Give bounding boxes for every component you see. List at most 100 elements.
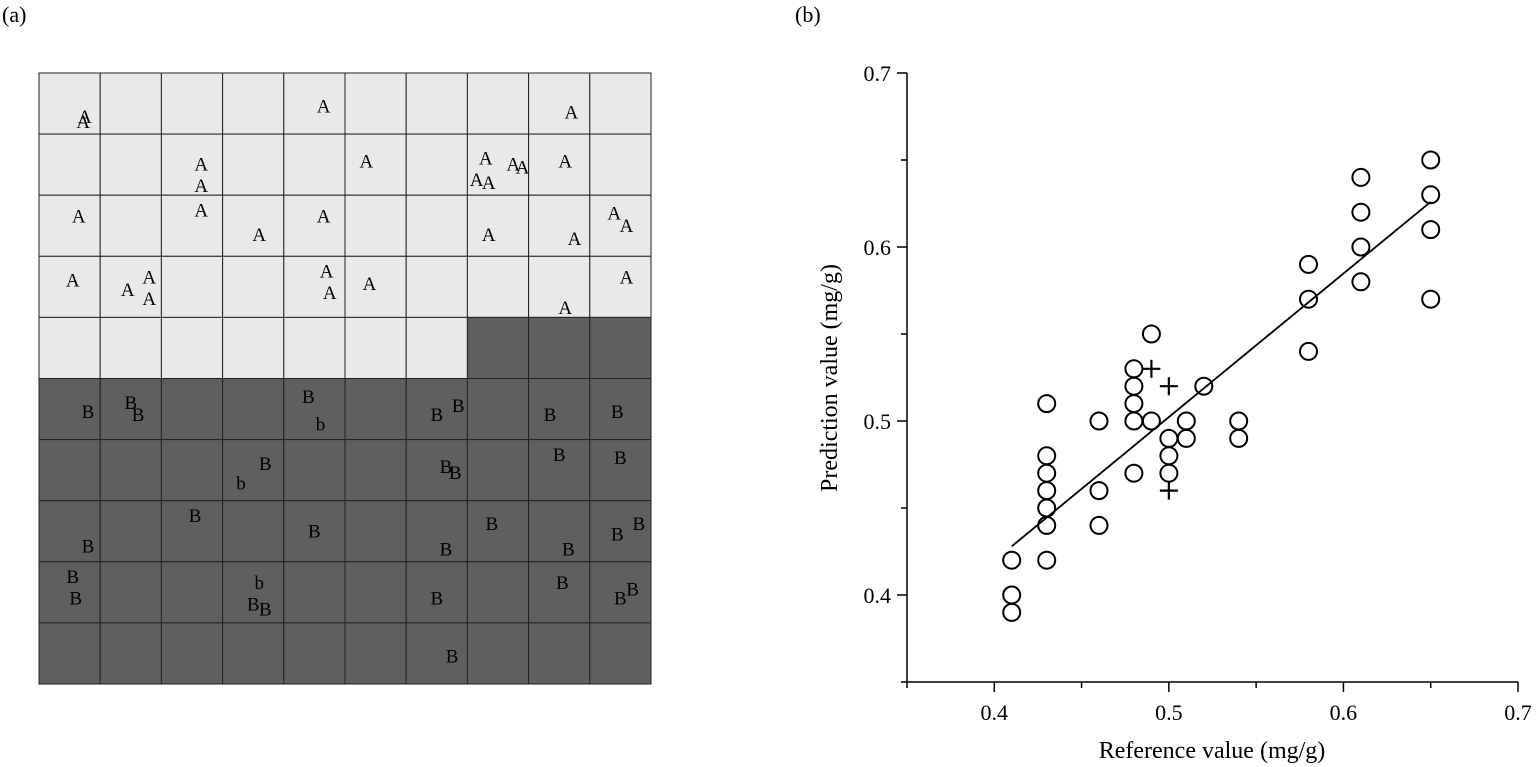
grid-cell-region-a — [344, 255, 407, 318]
sample-marker-b: B — [562, 540, 575, 561]
sample-marker-b: B — [486, 514, 499, 535]
circle-point — [1089, 515, 1109, 535]
grid-cell-region-a — [466, 255, 530, 318]
y-tick-label: 0.7 — [864, 61, 892, 86]
grid-cell-region-a — [589, 194, 652, 257]
grid-cell-region-b — [589, 439, 652, 502]
grid-cell-region-b — [160, 500, 224, 563]
sample-marker-a: A — [607, 204, 621, 225]
circle-point — [1351, 202, 1371, 222]
grid-cell-region-b — [405, 500, 468, 563]
sample-marker-b: B — [247, 595, 260, 616]
grid-cell-region-b — [589, 316, 652, 379]
sample-marker-a: A — [66, 271, 80, 292]
sample-marker-b: B — [430, 589, 443, 610]
grid-cell-region-b — [528, 622, 591, 685]
circle-point — [1037, 394, 1057, 414]
grid-cell-region-a — [466, 194, 530, 257]
grid-cell-region-a — [405, 72, 468, 135]
grid-cell-region-b — [344, 439, 407, 502]
fit-line-group — [1011, 201, 1432, 547]
circle-point — [1141, 324, 1161, 344]
grid-cell-region-a — [405, 194, 468, 257]
grid-cell-region-a — [405, 255, 468, 318]
grid-cell-region-b — [38, 439, 101, 502]
panel-a-label: (a) — [2, 2, 26, 27]
grid-cells — [38, 72, 652, 685]
plus-point — [1159, 481, 1178, 500]
grid-cell-region-b — [589, 500, 652, 563]
grid-cell-region-b — [344, 500, 407, 563]
circle-point — [1124, 411, 1144, 431]
sample-marker-a: A — [620, 216, 634, 237]
grid-cell-region-b — [528, 439, 591, 502]
grid-cell-region-a — [344, 194, 407, 257]
circle-point — [1124, 359, 1144, 379]
sample-marker-b: B — [449, 463, 462, 484]
sample-marker-b: B — [611, 524, 624, 545]
sample-marker-a: A — [482, 225, 496, 246]
sample-marker-b: B — [132, 405, 145, 426]
circle-point — [1194, 376, 1214, 396]
grid-cell-region-a — [466, 72, 530, 135]
grid-cell-region-b — [528, 500, 591, 563]
grid-cell-region-a — [589, 72, 652, 135]
sample-marker-b: B — [259, 600, 272, 621]
grid-cell-region-b — [160, 561, 224, 624]
y-tick-label: 0.5 — [864, 409, 892, 434]
grid-cell-region-b — [405, 622, 468, 685]
grid-cell-region-a — [405, 316, 468, 379]
grid-cell-region-b — [283, 622, 346, 685]
axes: 0.4 0.5 0.6 0.7 0.4 0.5 0.6 0.7 — [864, 61, 1532, 725]
circle-point — [1159, 446, 1179, 466]
grid-cell-region-b — [405, 439, 468, 502]
grid-cell-region-b — [222, 378, 285, 441]
sample-marker-a: A — [516, 158, 530, 179]
grid-cell-region-b — [222, 439, 285, 502]
circle-point — [1421, 150, 1441, 170]
sample-marker-a: A — [482, 173, 496, 194]
grid-cell-region-a — [528, 255, 591, 318]
plus-point — [1159, 377, 1178, 396]
grid-cell-region-b — [344, 622, 407, 685]
plus-point — [1142, 359, 1161, 378]
sample-marker-b-lower: b — [236, 474, 246, 495]
circle-point — [1124, 463, 1144, 483]
circle-point — [1002, 585, 1022, 605]
sample-marker-b: B — [452, 396, 465, 417]
x-tick-label: 0.5 — [1155, 700, 1183, 725]
grid-cell-region-a — [283, 194, 346, 257]
x-tick-label: 0.4 — [981, 700, 1009, 725]
grid-cell-region-a — [283, 316, 346, 379]
grid-cell-region-b — [222, 561, 285, 624]
circle-point — [1159, 463, 1179, 483]
grid-cell-region-a — [222, 72, 285, 135]
sample-marker-b: B — [69, 589, 82, 610]
circle-point — [1299, 341, 1318, 361]
grid-cell-region-a — [528, 133, 591, 196]
grid-cell-region-b — [222, 622, 285, 685]
grid-cell-region-b — [528, 561, 591, 624]
grid-cell-region-a — [344, 72, 407, 135]
sample-marker-a: A — [252, 225, 266, 246]
circle-point — [1229, 428, 1249, 448]
scatter-plot: 0.4 0.5 0.6 0.7 0.4 0.5 0.6 0.7 Reference value… — [817, 61, 1532, 764]
grid-cell-region-b — [405, 561, 468, 624]
circle-point — [1089, 481, 1109, 501]
grid-cell-region-b — [283, 378, 346, 441]
grid-cell-region-b — [38, 561, 101, 624]
sample-marker-a: A — [323, 283, 337, 304]
sample-marker-b: B — [82, 402, 95, 423]
circle-point — [1299, 254, 1318, 274]
grid-cell-region-a — [405, 133, 468, 196]
circle-point — [1002, 550, 1022, 570]
grid-cell-region-a — [160, 255, 224, 318]
sample-marker-b: B — [302, 387, 315, 408]
y-axis-label: Prediction value (mg/g) — [817, 264, 843, 492]
x-tick-label: 0.6 — [1330, 700, 1358, 725]
grid-cell-region-a — [160, 133, 224, 196]
grid-cell-region-a — [344, 133, 407, 196]
grid-cell-region-b — [344, 561, 407, 624]
circle-point — [1176, 411, 1196, 431]
